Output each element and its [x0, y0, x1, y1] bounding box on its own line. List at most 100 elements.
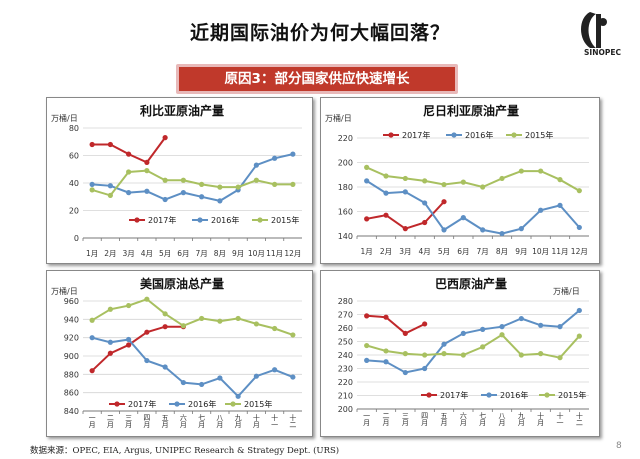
data-point — [383, 190, 389, 196]
x-tick-label: 二月 — [106, 414, 114, 429]
data-point — [402, 175, 408, 182]
x-tick-label: 九月 — [517, 411, 525, 427]
chart-title: 利比亚原油产量 — [140, 103, 224, 118]
x-tick-label: 九月 — [234, 413, 242, 429]
data-point — [89, 317, 95, 323]
data-point — [144, 188, 150, 194]
x-tick-label: 五月 — [161, 414, 169, 429]
data-point — [499, 230, 505, 237]
data-point — [144, 329, 150, 335]
legend-label: 2016年 — [188, 399, 216, 409]
data-point — [162, 196, 168, 203]
data-point — [402, 189, 408, 195]
data-point — [499, 324, 505, 330]
data-point — [253, 162, 259, 168]
data-point — [272, 367, 278, 373]
x-tick-label: 3月 — [122, 249, 134, 258]
data-point — [422, 352, 428, 358]
x-tick-label: 三月 — [401, 412, 409, 427]
y-tick-label: 280 — [338, 297, 353, 306]
data-point — [364, 178, 370, 184]
data-point — [126, 190, 132, 196]
y-tick-label: 250 — [338, 338, 353, 347]
data-point — [557, 324, 563, 330]
series-line-2017年 — [366, 314, 426, 335]
x-tick-label: 八月 — [498, 412, 506, 427]
data-point — [162, 311, 168, 317]
x-tick-label: 1月 — [361, 247, 373, 256]
reason-banner: 原因3：部分国家供应快速增长 — [176, 64, 458, 94]
x-tick-label: 8月 — [214, 249, 226, 258]
chart-panel-brazil: 巴西原油产量 万桶/日 200 210 220 230 240 250 260 270 280 一月二… — [320, 270, 600, 437]
brazil-chart: 巴西原油产量万桶/日 200 210 220 230 240 250 260 270 280 一月二… — [338, 276, 589, 427]
data-point — [499, 332, 505, 338]
legend-label: 2015年 — [244, 399, 272, 409]
chart-title: 美国原油总产量 — [140, 276, 224, 291]
data-point — [253, 177, 259, 183]
chart-panel-usa: 美国原油总产量 万桶/日 840 860 880 900 920 940 960 一月 二月 三月 四月… — [46, 270, 313, 437]
data-point — [383, 348, 389, 354]
data-point — [441, 199, 447, 205]
data-point — [107, 350, 113, 356]
data-point — [144, 357, 150, 364]
legend-label: 2017年 — [148, 215, 176, 225]
data-point — [422, 200, 428, 206]
legend-label: 2015年 — [271, 215, 299, 225]
data-point — [199, 381, 205, 388]
x-tick-label: 六月 — [179, 413, 187, 429]
chart-panel-nigeria: 尼日利亚原油产量 万桶/日 140 160 180 200 220 1月 2月 3月 4月 5月 6月 7… — [320, 97, 600, 264]
sinopec-logo: SINOPEC — [581, 12, 621, 57]
data-point — [441, 181, 447, 188]
y-tick-label: 60 — [69, 152, 79, 161]
data-point — [107, 183, 113, 189]
data-point — [217, 318, 223, 324]
legend-marker — [511, 132, 517, 138]
data-point — [499, 175, 505, 182]
y-tick-label: 200 — [338, 159, 353, 168]
data-point — [460, 179, 466, 185]
data-point — [364, 357, 370, 363]
data-point — [402, 226, 408, 232]
y-tick-label: 240 — [338, 351, 353, 360]
series-line-2015年 — [91, 298, 294, 336]
y-tick-label: 160 — [338, 208, 353, 217]
data-point — [89, 141, 95, 148]
x-tick-label: 七月 — [198, 413, 206, 429]
y-tick-label: 210 — [338, 392, 353, 401]
x-tick-label: 2月 — [380, 247, 392, 256]
y-tick-label: 270 — [338, 311, 353, 320]
data-point — [290, 332, 296, 338]
series-line-2015年 — [366, 333, 581, 359]
data-point — [162, 324, 168, 330]
x-tick-label: 8月 — [496, 247, 508, 256]
data-point — [480, 344, 486, 350]
x-tick-label: 三月 — [125, 414, 133, 429]
legend-label: 2015年 — [558, 390, 586, 400]
series-line-2016年 — [91, 336, 294, 398]
data-point — [480, 184, 486, 190]
y-tick-label: 260 — [338, 324, 353, 333]
x-tick-label: 一月 — [88, 414, 96, 429]
x-tick-label: 六月 — [459, 411, 467, 427]
data-point — [235, 184, 241, 190]
data-point — [180, 379, 186, 386]
legend-marker — [197, 217, 203, 223]
x-tick-label: 7月 — [477, 247, 489, 256]
y-tick-label: 200 — [338, 405, 353, 414]
data-point — [402, 369, 408, 376]
data-point — [107, 306, 113, 312]
data-point — [89, 368, 95, 374]
data-point — [290, 374, 296, 380]
data-point — [89, 181, 95, 187]
y-tick-label: 40 — [69, 179, 79, 188]
data-point — [199, 194, 205, 200]
y-tick-label: 220 — [338, 134, 353, 143]
data-point — [402, 351, 408, 357]
data-point — [538, 207, 544, 213]
data-point — [538, 168, 544, 174]
legend-marker — [257, 217, 263, 223]
legend-marker — [388, 132, 394, 138]
chart-panel-libya: 利比亚原油产量 万桶/日 0 20 40 60 80 1月 2月 3月 4月 5月 6月 7月 8月 9月 10… — [46, 97, 313, 264]
unit-label: 万桶/日 — [325, 113, 352, 123]
